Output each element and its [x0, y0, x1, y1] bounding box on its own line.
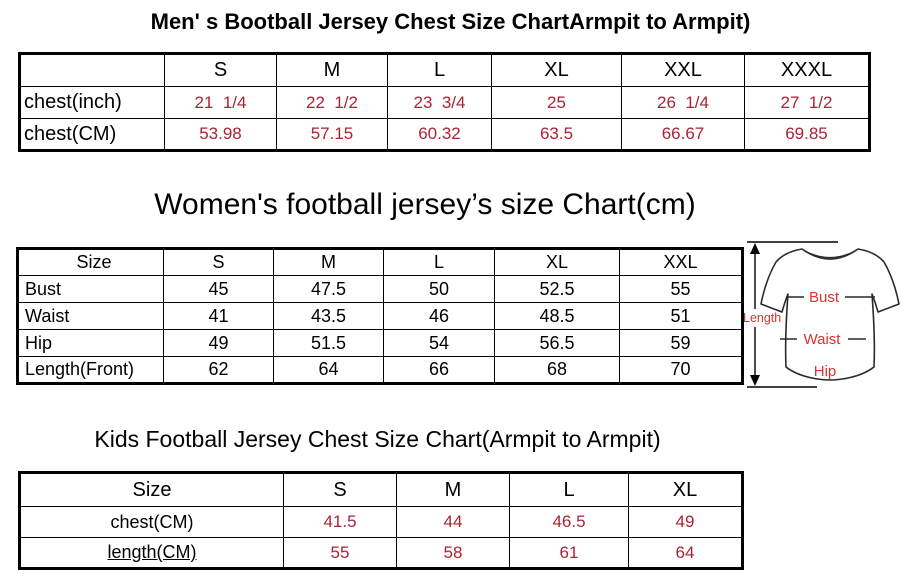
- length-label: Length: [743, 311, 781, 325]
- table-cell: 62: [163, 356, 274, 384]
- table-cell: 70: [619, 356, 743, 384]
- column-header-size: Size: [19, 472, 284, 507]
- table-cell: 51.5: [273, 329, 384, 357]
- table-cell: 59: [619, 329, 743, 357]
- table-cell: 49: [628, 506, 743, 538]
- column-header-m: M: [276, 53, 388, 87]
- table-row-chest-cm: chest(CM) 41.5 44 46.5 49: [19, 506, 743, 538]
- table-cell: 25: [491, 86, 622, 119]
- kids-chart-title: Kids Football Jersey Chest Size Chart(Ar…: [94, 426, 661, 452]
- table-row-length-cm: length(CM) 55 58 61 64: [19, 537, 743, 569]
- table-cell: 69.85: [744, 118, 870, 151]
- table-cell: 47.5: [273, 275, 384, 303]
- mens-chart-title: Men' s Bootball Jersey Chest Size ChartA…: [150, 9, 751, 34]
- table-header-row: Size S M L XL XXL: [17, 248, 743, 276]
- table-cell: 66.67: [621, 118, 745, 151]
- column-header-xl: XL: [491, 53, 622, 87]
- table-cell: 41: [163, 302, 274, 330]
- table-cell: 57.15: [276, 118, 388, 151]
- table-row-chest-inch: chest(inch) 21 1/4 22 1/2 23 3/4 25 26 1…: [19, 86, 870, 119]
- column-header-xxxl: XXXL: [744, 53, 870, 87]
- row-label: Hip: [17, 329, 164, 357]
- table-row-bust: Bust 45 47.5 50 52.5 55: [17, 275, 743, 303]
- table-cell: 64: [273, 356, 384, 384]
- table-cell: 61: [509, 537, 629, 569]
- column-header-xl: XL: [494, 248, 620, 276]
- table-row-waist: Waist 41 43.5 46 48.5 51: [17, 302, 743, 330]
- table-cell: 44: [396, 506, 510, 538]
- waist-label: Waist: [804, 331, 842, 348]
- column-header-xxl: XXL: [619, 248, 743, 276]
- row-label: length(CM): [19, 537, 284, 569]
- column-header-l: L: [383, 248, 495, 276]
- column-header-xxl: XXL: [621, 53, 745, 87]
- womens-chart-title: Women's football jersey’s size Chart(cm): [154, 188, 696, 221]
- table-cell: 46.5: [509, 506, 629, 538]
- table-cell: 66: [383, 356, 495, 384]
- column-header-s: S: [283, 472, 397, 507]
- table-cell: 68: [494, 356, 620, 384]
- table-cell: 49: [163, 329, 274, 357]
- table-cell: 54: [383, 329, 495, 357]
- table-cell: 21 1/4: [164, 86, 277, 119]
- table-cell: 64: [628, 537, 743, 569]
- table-cell: 26 1/4: [621, 86, 745, 119]
- table-cell: 27 1/2: [744, 86, 870, 119]
- table-cell: 45: [163, 275, 274, 303]
- bust-label: Bust: [809, 289, 840, 306]
- length-arrow-icon: [747, 241, 838, 388]
- table-cell: 43.5: [273, 302, 384, 330]
- table-header-row: S M L XL XXL XXXL: [19, 53, 870, 87]
- tshirt-measurement-diagram: Length Bust Waist Hip: [743, 241, 900, 388]
- column-header-xl: XL: [628, 472, 743, 507]
- column-header-empty: [19, 53, 165, 87]
- row-label: Bust: [17, 275, 164, 303]
- table-row-hip: Hip 49 51.5 54 56.5 59: [17, 329, 743, 357]
- table-cell: 41.5: [283, 506, 397, 538]
- table-cell: 50: [383, 275, 495, 303]
- table-row-chest-cm: chest(CM) 53.98 57.15 60.32 63.5 66.67 6…: [19, 118, 870, 151]
- kids-size-table: Size S M L XL chest(CM) 41.5 44 46.5 49 …: [18, 471, 744, 570]
- table-cell: 60.32: [387, 118, 492, 151]
- column-header-s: S: [163, 248, 274, 276]
- table-cell: 51: [619, 302, 743, 330]
- row-label: Length(Front): [17, 356, 164, 384]
- table-cell: 53.98: [164, 118, 277, 151]
- row-label: chest(CM): [19, 506, 284, 538]
- column-header-l: L: [509, 472, 629, 507]
- column-header-m: M: [396, 472, 510, 507]
- hip-label: Hip: [814, 363, 837, 380]
- table-cell: 56.5: [494, 329, 620, 357]
- table-cell: 52.5: [494, 275, 620, 303]
- row-label: chest(CM): [19, 118, 165, 151]
- table-cell: 63.5: [491, 118, 622, 151]
- table-cell: 55: [283, 537, 397, 569]
- table-cell: 22 1/2: [276, 86, 388, 119]
- table-cell: 58: [396, 537, 510, 569]
- column-header-size: Size: [17, 248, 164, 276]
- row-label: chest(inch): [19, 86, 165, 119]
- table-cell: 46: [383, 302, 495, 330]
- table-cell: 55: [619, 275, 743, 303]
- column-header-s: S: [164, 53, 277, 87]
- table-header-row: Size S M L XL: [19, 472, 743, 507]
- column-header-m: M: [273, 248, 384, 276]
- table-row-length-front: Length(Front) 62 64 66 68 70: [17, 356, 743, 384]
- table-cell: 23 3/4: [387, 86, 492, 119]
- column-header-l: L: [387, 53, 492, 87]
- table-cell: 48.5: [494, 302, 620, 330]
- tshirt-icon: [760, 248, 900, 381]
- womens-size-table: Size S M L XL XXL Bust 45 47.5 50 52.5 5…: [16, 247, 744, 385]
- row-label: Waist: [17, 302, 164, 330]
- mens-size-table: S M L XL XXL XXXL chest(inch) 21 1/4 22 …: [18, 52, 871, 152]
